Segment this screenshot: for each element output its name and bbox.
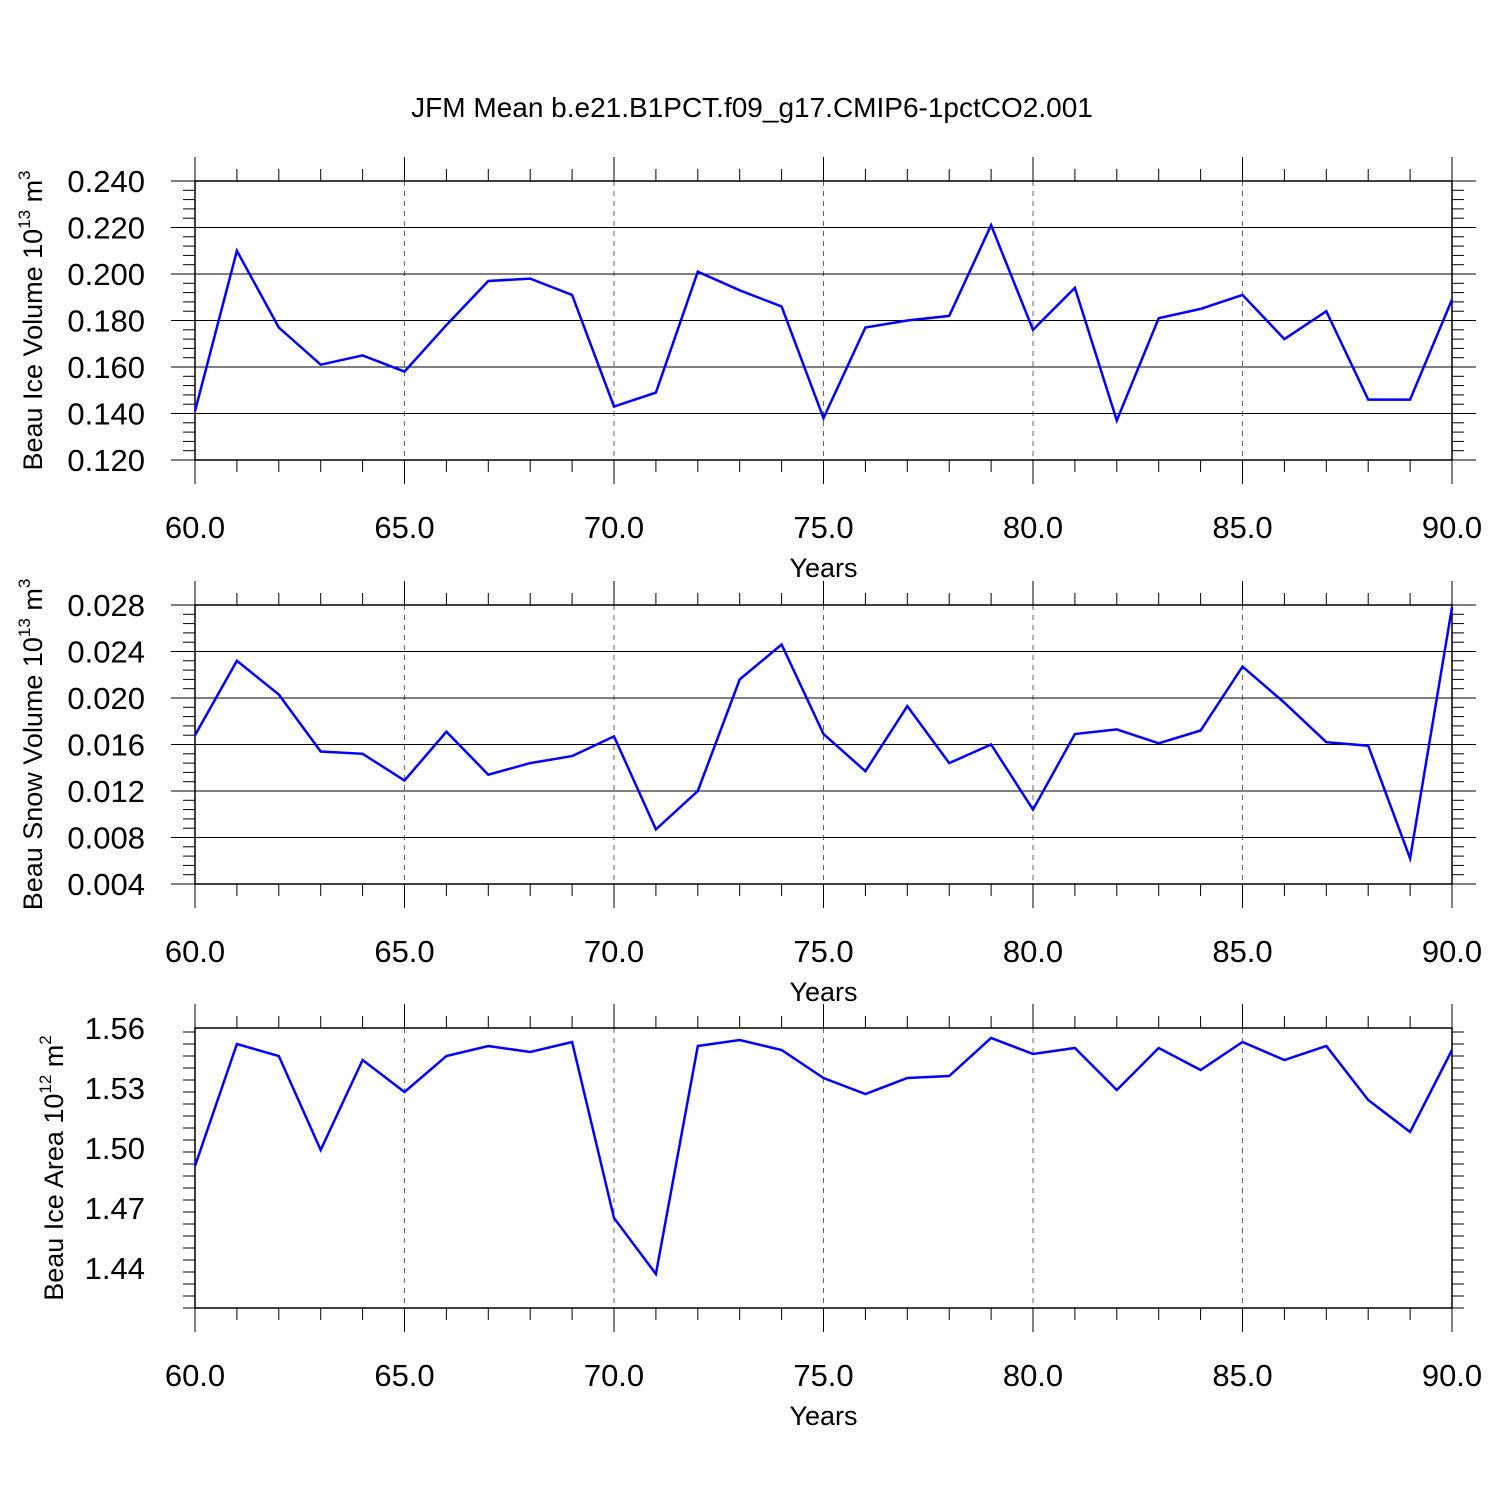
x-tick-label: 60.0 [165, 1358, 225, 1393]
x-tick-label: 85.0 [1212, 934, 1272, 969]
x-tick-label: 80.0 [1003, 934, 1063, 969]
panel-2: 0.004 0.008 0.012 0.016 0.020 0.024 0.028 60.0 6… [15, 579, 1482, 1007]
y-tick-label: 1.50 [85, 1131, 145, 1166]
series-line [193, 607, 1454, 864]
x-tick-label: 65.0 [374, 510, 434, 545]
y-tick-label: 0.160 [67, 350, 145, 385]
x-tick-label: 75.0 [793, 934, 853, 969]
x-tick-label: 70.0 [584, 934, 644, 969]
y-axis-title: Beau Ice Area 1012 m2 [36, 1035, 69, 1301]
x-tick-label: 60.0 [165, 934, 225, 969]
y-tick-label: 0.200 [67, 257, 145, 292]
panel-3: 1.44 1.47 1.50 1.53 1.56 60.0 65.0 70.0 75.0 80.0… [36, 1004, 1482, 1431]
x-tick-label: 80.0 [1003, 1358, 1063, 1393]
y-tick-label: 0.180 [67, 304, 145, 339]
x-axis-title: Years [789, 553, 857, 583]
x-tick-label: 70.0 [584, 1358, 644, 1393]
y-tick-label: 0.120 [67, 443, 145, 478]
panels: 0.120 0.140 0.160 0.180 0.200 0.220 0.240 60.0 6… [15, 157, 1482, 1431]
y-tick-label: 0.016 [67, 728, 145, 763]
x-tick-label: 65.0 [374, 934, 434, 969]
x-tick-label: 75.0 [793, 510, 853, 545]
x-axis-title: Years [789, 977, 857, 1007]
x-axis-title: Years [789, 1401, 857, 1431]
series-line [193, 1036, 1454, 1278]
y-tick-label: 0.024 [67, 635, 145, 670]
x-tick-label: 90.0 [1422, 1358, 1482, 1393]
y-tick-label: 1.53 [85, 1071, 145, 1106]
y-tick-label: 1.56 [85, 1011, 145, 1046]
x-tick-label: 85.0 [1212, 1358, 1272, 1393]
y-axis-title: Beau Ice Volume 1013 m3 [15, 170, 48, 470]
x-tick-label: 90.0 [1422, 934, 1482, 969]
y-tick-label: 0.220 [67, 211, 145, 246]
y-tick-label: 1.44 [85, 1251, 145, 1286]
x-tick-label: 65.0 [374, 1358, 434, 1393]
y-tick-label: 0.240 [67, 164, 145, 199]
y-tick-label: 0.012 [67, 774, 145, 809]
figure-title: JFM Mean b.e21.B1PCT.f09_g17.CMIP6-1pctC… [411, 92, 1093, 123]
y-tick-label: 0.140 [67, 397, 145, 432]
y-axis-title: Beau Snow Volume 1013 m3 [15, 579, 48, 911]
y-tick-label: 0.004 [67, 867, 145, 902]
x-tick-label: 85.0 [1212, 510, 1272, 545]
series-line [193, 222, 1454, 425]
x-tick-label: 60.0 [165, 510, 225, 545]
y-tick-label: 0.020 [67, 681, 145, 716]
x-tick-label: 80.0 [1003, 510, 1063, 545]
x-tick-label: 75.0 [793, 1358, 853, 1393]
panel-1: 0.120 0.140 0.160 0.180 0.200 0.220 0.240 60.0 6… [15, 157, 1482, 583]
x-tick-label: 70.0 [584, 510, 644, 545]
y-tick-label: 0.008 [67, 821, 145, 856]
x-tick-label: 90.0 [1422, 510, 1482, 545]
y-tick-label: 1.47 [85, 1191, 145, 1226]
y-tick-label: 0.028 [67, 588, 145, 623]
